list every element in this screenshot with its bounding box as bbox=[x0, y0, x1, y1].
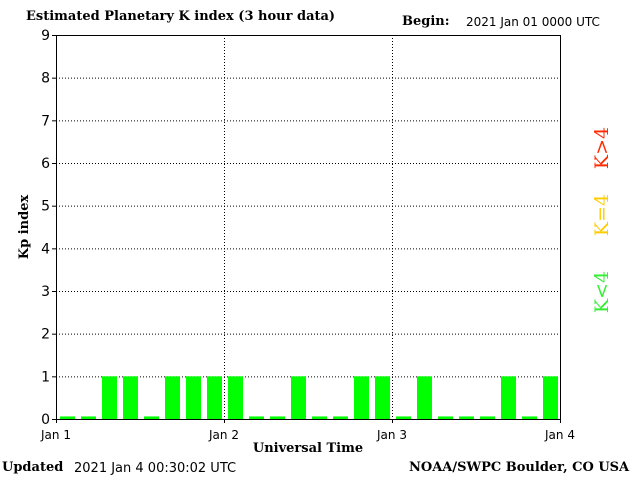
plot-frame bbox=[56, 35, 561, 420]
kp-bar bbox=[375, 376, 390, 419]
kp-bar bbox=[438, 416, 453, 419]
kp-bar bbox=[354, 376, 369, 419]
kp-bar bbox=[207, 376, 222, 419]
kp-bar bbox=[123, 376, 138, 419]
kp-bar bbox=[543, 376, 558, 419]
x-tick-label: Jan 3 bbox=[376, 428, 407, 442]
y-tick-label: 9 bbox=[41, 28, 50, 44]
y-tick-label: 1 bbox=[41, 369, 50, 385]
kp-bar bbox=[417, 376, 432, 419]
y-tick-label: 6 bbox=[41, 156, 50, 172]
x-tick-label: Jan 2 bbox=[208, 428, 239, 442]
legend-label: K=4 bbox=[591, 194, 613, 236]
legend-label: K<4 bbox=[591, 271, 613, 313]
kp-bar bbox=[81, 416, 96, 419]
kp-bar bbox=[396, 416, 411, 419]
kp-bar bbox=[144, 416, 159, 419]
kp-bar bbox=[165, 376, 180, 419]
x-tick-label: Jan 4 bbox=[544, 428, 575, 442]
kp-bar bbox=[102, 376, 117, 419]
kp-bar bbox=[270, 416, 285, 419]
y-tick-label: 7 bbox=[41, 113, 50, 129]
y-tick-label: 3 bbox=[41, 284, 50, 300]
y-tick-label: 8 bbox=[41, 71, 50, 87]
x-axis-label: Universal Time bbox=[253, 441, 363, 456]
kp-bar bbox=[501, 376, 516, 419]
x-tick-label: Jan 1 bbox=[40, 428, 71, 442]
y-tick-label: 5 bbox=[41, 199, 50, 215]
kp-bar bbox=[459, 416, 474, 419]
y-tick-label: 2 bbox=[41, 327, 50, 343]
credit-label: NOAA/SWPC Boulder, CO USA bbox=[409, 460, 630, 475]
kp-bar bbox=[522, 416, 537, 419]
begin-label: Begin: bbox=[402, 14, 450, 29]
chart-title: Estimated Planetary K index (3 hour data… bbox=[26, 9, 336, 24]
kp-bar bbox=[249, 416, 264, 419]
kp-bar bbox=[291, 376, 306, 419]
updated-value: 2021 Jan 4 00:30:02 UTC bbox=[74, 461, 237, 476]
kp-bar bbox=[333, 416, 348, 419]
kp-bar bbox=[186, 376, 201, 419]
legend-label: K>4 bbox=[591, 127, 613, 169]
kp-bar bbox=[228, 376, 243, 419]
kp-bar bbox=[480, 416, 495, 419]
y-tick-label: 4 bbox=[41, 241, 50, 257]
begin-value: 2021 Jan 01 0000 UTC bbox=[466, 15, 600, 29]
updated-label: Updated bbox=[2, 460, 64, 475]
y-tick-label: 0 bbox=[41, 412, 50, 428]
kp-bar bbox=[60, 416, 75, 419]
y-axis-label: Kp index bbox=[17, 195, 32, 260]
kp-bar bbox=[312, 416, 327, 419]
